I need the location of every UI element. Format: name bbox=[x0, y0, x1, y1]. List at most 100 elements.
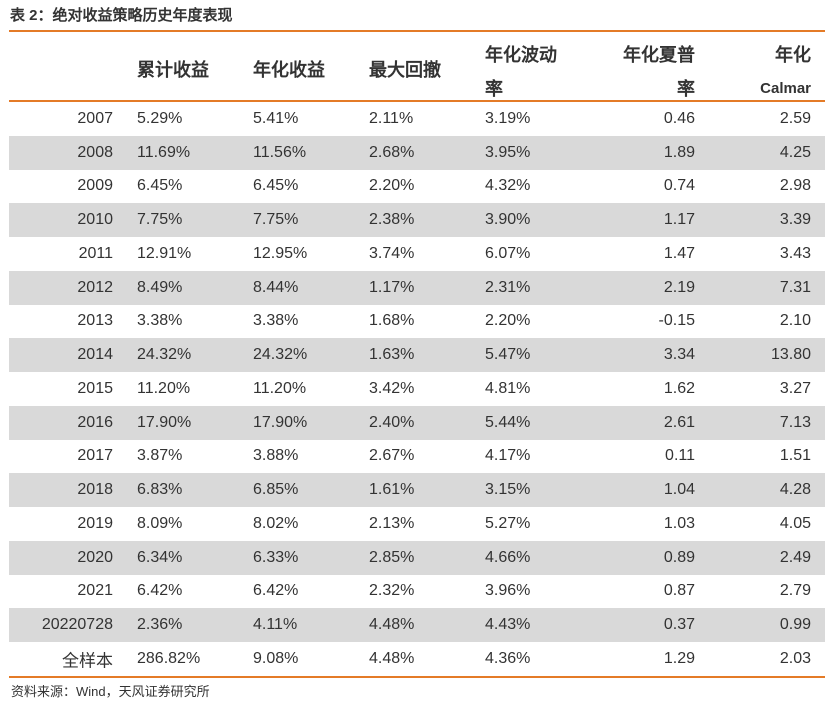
volatility-cell: 3.90% bbox=[485, 211, 531, 229]
volatility-cell: 4.43% bbox=[485, 616, 531, 634]
cumulative-return-cell: 5.29% bbox=[137, 109, 183, 127]
table-row: 2012 8.49% 8.44% 1.17% 2.31% 2.19 7.31 bbox=[9, 270, 825, 305]
header-calmar: 年化 Calmar bbox=[760, 38, 811, 106]
table-row: 2013 3.38% 3.38% 1.68% 2.20% -0.15 2.10 bbox=[9, 305, 825, 339]
annual-return-cell: 3.88% bbox=[253, 447, 299, 465]
table-row: 2019 8.09% 8.02% 2.13% 5.27% 1.03 4.05 bbox=[9, 507, 825, 541]
sharpe-ratio-cell: 1.03 bbox=[663, 514, 695, 532]
max-drawdown-cell: 1.68% bbox=[369, 312, 415, 330]
cumulative-return-cell: 6.83% bbox=[137, 481, 183, 499]
table-row: 20220728 2.36% 4.11% 4.48% 4.43% 0.37 0.99 bbox=[9, 608, 825, 642]
header-sharpe-line2: 率 bbox=[677, 79, 695, 99]
volatility-cell: 3.15% bbox=[485, 481, 531, 499]
volatility-cell: 4.66% bbox=[485, 548, 531, 566]
cumulative-return-cell: 6.45% bbox=[137, 177, 183, 195]
max-drawdown-cell: 3.42% bbox=[369, 379, 415, 397]
performance-table: 累计收益 年化收益 最大回撤 年化波动 率 年化夏普 率 年化 Calmar 2… bbox=[9, 30, 825, 678]
calmar-ratio-cell: 1.51 bbox=[779, 447, 811, 465]
table-row: 2016 17.90% 17.90% 2.40% 5.44% 2.61 7.13 bbox=[9, 405, 825, 440]
cumulative-return-cell: 2.36% bbox=[137, 616, 183, 634]
max-drawdown-cell: 3.74% bbox=[369, 244, 415, 262]
table-row: 2009 6.45% 6.45% 2.20% 4.32% 0.74 2.98 bbox=[9, 170, 825, 204]
header-volatility-line2: 率 bbox=[485, 79, 503, 99]
sharpe-ratio-cell: 2.19 bbox=[663, 278, 695, 296]
calmar-ratio-cell: 2.03 bbox=[779, 649, 811, 667]
annual-return-cell: 12.95% bbox=[253, 244, 308, 262]
volatility-cell: 6.07% bbox=[485, 244, 531, 262]
sharpe-ratio-cell: 0.46 bbox=[663, 109, 695, 127]
sharpe-ratio-cell: 0.74 bbox=[663, 177, 695, 195]
cumulative-return-cell: 3.87% bbox=[137, 447, 183, 465]
sharpe-ratio-cell: 1.29 bbox=[663, 649, 695, 667]
max-drawdown-cell: 2.40% bbox=[369, 413, 415, 431]
table-title: 表 2：绝对收益策略历史年度表现 bbox=[10, 7, 233, 24]
max-drawdown-cell: 2.68% bbox=[369, 143, 415, 161]
annual-return-cell: 4.11% bbox=[253, 616, 298, 634]
year-cell: 2012 bbox=[77, 278, 113, 296]
year-cell: 2007 bbox=[77, 109, 113, 127]
table-row: 2007 5.29% 5.41% 2.11% 3.19% 0.46 2.59 bbox=[9, 102, 825, 136]
table-row: 2021 6.42% 6.42% 2.32% 3.96% 0.87 2.79 bbox=[9, 575, 825, 609]
table-header-rule bbox=[9, 100, 825, 102]
cumulative-return-cell: 8.49% bbox=[137, 278, 183, 296]
max-drawdown-cell: 2.38% bbox=[369, 211, 415, 229]
summary-row: 全样本 286.82% 9.08% 4.48% 4.36% 1.29 2.03 bbox=[9, 642, 825, 676]
calmar-ratio-cell: 2.10 bbox=[779, 312, 811, 330]
calmar-ratio-cell: 4.05 bbox=[779, 514, 811, 532]
annual-return-cell: 17.90% bbox=[253, 413, 308, 431]
table-header: 累计收益 年化收益 最大回撤 年化波动 率 年化夏普 率 年化 Calmar bbox=[9, 32, 825, 100]
annual-return-cell: 6.42% bbox=[253, 582, 299, 600]
header-max-drawdown: 最大回撤 bbox=[369, 60, 441, 80]
year-cell: 全样本 bbox=[62, 651, 113, 671]
table-bottom-rule bbox=[9, 675, 825, 678]
year-cell: 2015 bbox=[77, 379, 113, 397]
calmar-ratio-cell: 4.25 bbox=[779, 143, 811, 161]
calmar-ratio-cell: 3.43 bbox=[779, 244, 811, 262]
cumulative-return-cell: 6.42% bbox=[137, 582, 183, 600]
max-drawdown-cell: 1.61% bbox=[369, 481, 415, 499]
volatility-cell: 5.44% bbox=[485, 413, 531, 431]
table-row: 2018 6.83% 6.85% 1.61% 3.15% 1.04 4.28 bbox=[9, 473, 825, 507]
cumulative-return-cell: 11.69% bbox=[137, 143, 191, 161]
annual-return-cell: 24.32% bbox=[253, 346, 308, 364]
sharpe-ratio-cell: 1.04 bbox=[663, 481, 695, 499]
max-drawdown-cell: 2.20% bbox=[369, 177, 415, 195]
calmar-ratio-cell: 7.13 bbox=[779, 413, 811, 431]
max-drawdown-cell: 2.32% bbox=[369, 582, 415, 600]
max-drawdown-cell: 1.17% bbox=[369, 278, 415, 296]
volatility-cell: 4.81% bbox=[485, 379, 531, 397]
volatility-cell: 2.31% bbox=[485, 278, 531, 296]
cumulative-return-cell: 17.90% bbox=[137, 413, 192, 431]
annual-return-cell: 8.02% bbox=[253, 514, 299, 532]
sharpe-ratio-cell: 2.61 bbox=[663, 413, 695, 431]
source-note: 资料来源：Wind，天风证券研究所 bbox=[11, 684, 210, 699]
cumulative-return-cell: 7.75% bbox=[137, 211, 183, 229]
header-calmar-line2: Calmar bbox=[760, 80, 811, 97]
annual-return-cell: 6.85% bbox=[253, 481, 299, 499]
table-row: 2008 11.69% 11.56% 2.68% 3.95% 1.89 4.25 bbox=[9, 135, 825, 170]
annual-return-cell: 9.08% bbox=[253, 649, 299, 667]
year-cell: 2016 bbox=[77, 413, 113, 431]
annual-return-cell: 11.20% bbox=[253, 379, 307, 397]
year-cell: 2013 bbox=[77, 312, 113, 330]
calmar-ratio-cell: 2.49 bbox=[779, 548, 811, 566]
year-cell: 2021 bbox=[77, 582, 113, 600]
volatility-cell: 2.20% bbox=[485, 312, 531, 330]
annual-return-cell: 6.45% bbox=[253, 177, 299, 195]
volatility-cell: 5.27% bbox=[485, 514, 531, 532]
sharpe-ratio-cell: 0.37 bbox=[663, 616, 695, 634]
volatility-cell: 4.17% bbox=[485, 447, 531, 465]
table-row: 2011 12.91% 12.95% 3.74% 6.07% 1.47 3.43 bbox=[9, 237, 825, 271]
table-row: 2020 6.34% 6.33% 2.85% 4.66% 0.89 2.49 bbox=[9, 540, 825, 575]
year-cell: 2020 bbox=[77, 548, 113, 566]
volatility-cell: 5.47% bbox=[485, 346, 531, 364]
max-drawdown-cell: 2.85% bbox=[369, 548, 415, 566]
calmar-ratio-cell: 0.99 bbox=[779, 616, 811, 634]
annual-return-cell: 7.75% bbox=[253, 211, 299, 229]
header-volatility: 年化波动 率 bbox=[485, 38, 557, 106]
max-drawdown-cell: 4.48% bbox=[369, 616, 415, 634]
max-drawdown-cell: 2.13% bbox=[369, 514, 415, 532]
table-row: 2017 3.87% 3.88% 2.67% 4.17% 0.11 1.51 bbox=[9, 440, 825, 474]
table-row: 2014 24.32% 24.32% 1.63% 5.47% 3.34 13.80 bbox=[9, 338, 825, 372]
cumulative-return-cell: 286.82% bbox=[137, 649, 201, 667]
